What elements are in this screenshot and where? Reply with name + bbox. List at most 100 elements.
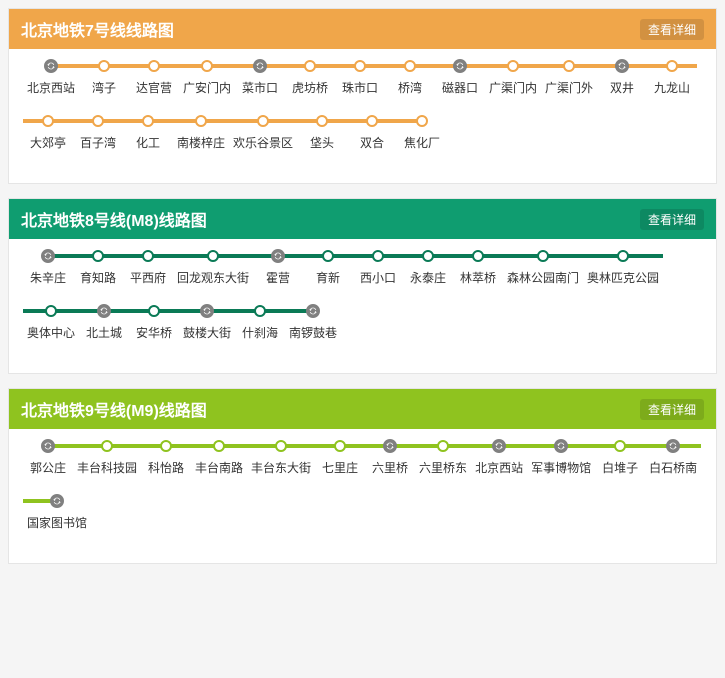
station[interactable]: 北京西站 [471, 439, 527, 476]
station[interactable]: 丰台南路 [191, 439, 247, 476]
station-dot [537, 250, 549, 262]
station-track [297, 114, 347, 128]
station-label: 国家图书馆 [23, 514, 91, 531]
station-label: 湾子 [88, 79, 120, 96]
station[interactable]: 虎坊桥 [285, 59, 335, 96]
station[interactable]: 育知路 [73, 249, 123, 286]
transfer-icon [492, 439, 506, 453]
station[interactable]: 奥林匹克公园 [583, 249, 663, 286]
station-track [123, 249, 173, 263]
station-dot [322, 250, 334, 262]
station[interactable]: 安华桥 [129, 304, 179, 341]
station[interactable]: 霍营 [253, 249, 303, 286]
station-dot [254, 305, 266, 317]
station-track [179, 304, 235, 318]
station[interactable]: 西小口 [353, 249, 403, 286]
station[interactable]: 南锣鼓巷 [285, 304, 341, 341]
station[interactable]: 珠市口 [335, 59, 385, 96]
station[interactable]: 北土城 [79, 304, 129, 341]
station[interactable]: 白石桥南 [645, 439, 701, 476]
station[interactable]: 磁器口 [435, 59, 485, 96]
stations-row: 朱辛庄育知路平西府回龙观东大街霍营育新西小口永泰庄林萃桥森林公园南门奥林匹克公园… [23, 249, 702, 359]
station-label: 欢乐谷景区 [229, 134, 297, 151]
station[interactable]: 欢乐谷景区 [229, 114, 297, 151]
station[interactable]: 森林公园南门 [503, 249, 583, 286]
station[interactable]: 九龙山 [647, 59, 697, 96]
station-label: 北京西站 [23, 79, 79, 96]
station[interactable]: 双合 [347, 114, 397, 151]
line-title: 北京地铁8号线(M8)线路图 [21, 207, 207, 231]
station-track [73, 249, 123, 263]
station[interactable]: 回龙观东大街 [173, 249, 253, 286]
view-detail-button[interactable]: 查看详细 [640, 19, 704, 40]
station[interactable]: 垡头 [297, 114, 347, 151]
station-label: 焦化厂 [400, 134, 444, 151]
station[interactable]: 化工 [123, 114, 173, 151]
station-dot [257, 115, 269, 127]
station-label: 科怡路 [144, 459, 188, 476]
station[interactable]: 广渠门外 [541, 59, 597, 96]
station-track [485, 59, 541, 73]
station-track [141, 439, 191, 453]
station-label: 奥林匹克公园 [583, 269, 663, 286]
station-track [285, 304, 341, 318]
station-label: 双井 [606, 79, 638, 96]
view-detail-button[interactable]: 查看详细 [640, 209, 704, 230]
station[interactable]: 六里桥 [365, 439, 415, 476]
station[interactable]: 育新 [303, 249, 353, 286]
station[interactable]: 科怡路 [141, 439, 191, 476]
station[interactable]: 郭公庄 [23, 439, 73, 476]
station[interactable]: 湾子 [79, 59, 129, 96]
station-label: 大郊亭 [26, 134, 70, 151]
station[interactable]: 七里庄 [315, 439, 365, 476]
station[interactable]: 鼓楼大街 [179, 304, 235, 341]
station-label: 南锣鼓巷 [285, 324, 341, 341]
station[interactable]: 桥湾 [385, 59, 435, 96]
station[interactable]: 百子湾 [73, 114, 123, 151]
station[interactable]: 奥体中心 [23, 304, 79, 341]
station-dot [195, 115, 207, 127]
station-label: 广渠门内 [485, 79, 541, 96]
station-label: 虎坊桥 [288, 79, 332, 96]
station[interactable]: 菜市口 [235, 59, 285, 96]
station-track [229, 114, 297, 128]
station-label: 垡头 [306, 134, 338, 151]
station-label: 森林公园南门 [503, 269, 583, 286]
station-track [79, 304, 129, 318]
station[interactable]: 大郊亭 [23, 114, 73, 151]
station[interactable]: 军事博物馆 [527, 439, 595, 476]
station[interactable]: 国家图书馆 [23, 494, 91, 531]
station[interactable]: 广渠门内 [485, 59, 541, 96]
station-track [597, 59, 647, 73]
station[interactable]: 双井 [597, 59, 647, 96]
station-dot [207, 250, 219, 262]
stations-row: 北京西站湾子达官营广安门内菜市口虎坊桥珠市口桥湾磁器口广渠门内广渠门外双井九龙山… [23, 59, 702, 169]
station-track [73, 439, 141, 453]
station-track [253, 249, 303, 263]
transfer-icon [383, 439, 397, 453]
station[interactable]: 丰台东大街 [247, 439, 315, 476]
station[interactable]: 永泰庄 [403, 249, 453, 286]
station[interactable]: 丰台科技园 [73, 439, 141, 476]
station-label: 安华桥 [132, 324, 176, 341]
station-track [123, 114, 173, 128]
station[interactable]: 焦化厂 [397, 114, 447, 151]
station-dot [98, 60, 110, 72]
station-track [191, 439, 247, 453]
station[interactable]: 北京西站 [23, 59, 79, 96]
station-label: 菜市口 [238, 79, 282, 96]
station[interactable]: 达官营 [129, 59, 179, 96]
view-detail-button[interactable]: 查看详细 [640, 399, 704, 420]
station[interactable]: 南楼梓庄 [173, 114, 229, 151]
station[interactable]: 白堆子 [595, 439, 645, 476]
station-label: 九龙山 [650, 79, 694, 96]
station-dot [472, 250, 484, 262]
station[interactable]: 广安门内 [179, 59, 235, 96]
station[interactable]: 朱辛庄 [23, 249, 73, 286]
station[interactable]: 平西府 [123, 249, 173, 286]
station[interactable]: 什刹海 [235, 304, 285, 341]
station[interactable]: 林萃桥 [453, 249, 503, 286]
transfer-icon [554, 439, 568, 453]
station-track [453, 249, 503, 263]
station[interactable]: 六里桥东 [415, 439, 471, 476]
